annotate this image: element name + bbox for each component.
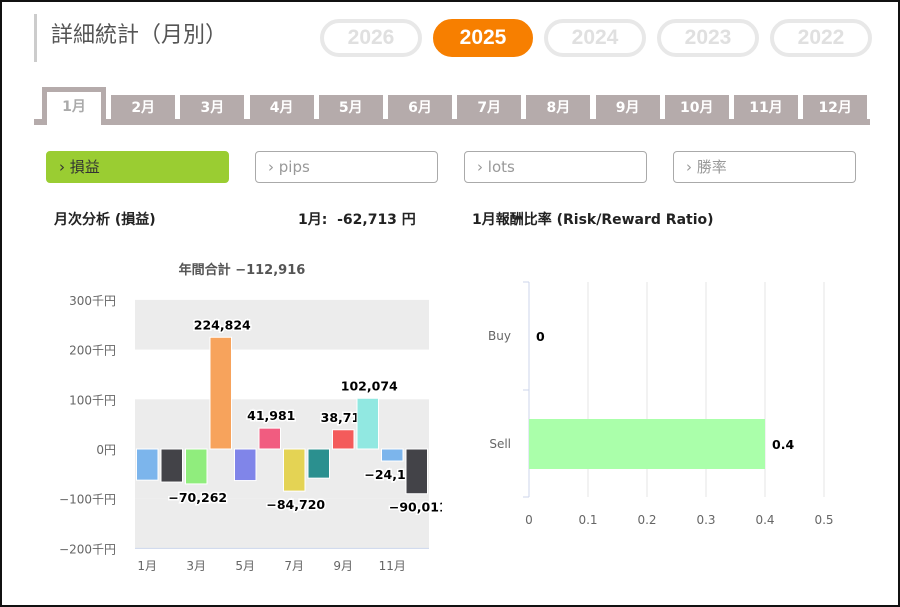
plot-band (135, 498, 429, 549)
year-2024-button[interactable]: 2024 (544, 19, 646, 57)
tab-month-6[interactable]: 6月 (388, 95, 452, 121)
metric-label: lots (487, 158, 515, 176)
x-tick-label: 0.4 (755, 513, 774, 527)
data-label: −70,262 (168, 490, 227, 505)
year-2022-button[interactable]: 2022 (770, 19, 872, 57)
tab-month-5[interactable]: 5月 (318, 95, 383, 121)
data-label: 102,074 (341, 378, 398, 393)
y-tick-label: 0円 (96, 443, 116, 457)
metric-label: 損益 (69, 158, 100, 176)
x-tick-label: 0.3 (696, 513, 715, 527)
bar-9月 (332, 429, 355, 450)
metric-pips-button[interactable]: › pips (255, 151, 438, 183)
y-tick-label: 300千円 (69, 294, 116, 308)
bar-7月 (283, 448, 306, 492)
bar-11月 (381, 448, 404, 462)
rr-ratio-title: 1月報酬比率 (Risk/Reward Ratio) (472, 212, 714, 228)
x-tick-label: 7月 (284, 559, 304, 573)
chevron-right-icon: › (59, 158, 70, 176)
chevron-right-icon: › (477, 158, 488, 176)
y-tick-label: −100千円 (59, 493, 116, 507)
x-tick-label: 3月 (186, 559, 206, 573)
tab-month-4[interactable]: 4月 (249, 95, 314, 121)
metric-lots-button[interactable]: › lots (464, 151, 647, 183)
x-tick-label: 0 (525, 513, 533, 527)
tab-month-10[interactable]: 10月 (664, 95, 729, 121)
metric-label: pips (278, 158, 310, 176)
monthly-profit-chart: 年間合計 −112,916 300千円 200千円 100千円 0円 −100千円 −200… (59, 262, 442, 573)
data-label: 41,981 (247, 408, 295, 423)
chevron-right-icon: › (686, 158, 697, 176)
metric-label: 勝率 (696, 158, 727, 176)
x-tick-label: 0.5 (814, 513, 833, 527)
data-label: 0.4 (772, 437, 794, 452)
tab-month-3[interactable]: 3月 (180, 95, 245, 121)
bar-4月 (209, 336, 232, 450)
year-2023-button[interactable]: 2023 (657, 19, 759, 57)
x-tick-label: 1月 (137, 559, 157, 573)
bar-12月 (405, 448, 428, 495)
bar-10月 (356, 397, 379, 450)
y-tick-label: 100千円 (69, 393, 116, 407)
bar-3月 (185, 448, 208, 485)
bar-2月 (160, 448, 183, 483)
tab-month-1[interactable]: 1月 (42, 87, 106, 125)
bar-6月 (258, 427, 281, 450)
x-tick-label: 5月 (235, 559, 255, 573)
x-tick-label: 0.1 (578, 513, 597, 527)
bar-sell (529, 419, 765, 469)
chart-title: 年間合計 −112,916 (179, 262, 306, 278)
plot-band (135, 299, 429, 350)
category-label: Sell (489, 437, 511, 451)
page-title: 詳細統計（月別） (34, 14, 227, 62)
tab-month-11[interactable]: 11月 (734, 95, 798, 121)
year-2026-button[interactable]: 2026 (320, 19, 422, 57)
x-tick-label: 0.2 (637, 513, 656, 527)
y-tick-label: 200千円 (69, 344, 116, 358)
metric-winrate-button[interactable]: › 勝率 (673, 151, 856, 183)
bar-5月 (234, 448, 257, 482)
month-value: 1月: -62,713 円 (298, 212, 416, 228)
x-tick-label: 9月 (333, 559, 353, 573)
data-label: −90,011 (389, 500, 442, 515)
x-tick-label: 11月 (379, 559, 406, 573)
bar-8月 (307, 448, 330, 479)
tab-month-8[interactable]: 8月 (526, 95, 591, 121)
data-label: −84,720 (266, 497, 325, 512)
monthly-analysis-title: 月次分析 (損益) (54, 212, 156, 228)
chevron-right-icon: › (268, 158, 279, 176)
tab-month-7[interactable]: 7月 (457, 95, 522, 121)
bar-1月 (136, 448, 159, 481)
tab-month-9[interactable]: 9月 (595, 95, 660, 121)
metric-profit-button[interactable]: › 損益 (46, 151, 229, 183)
tab-month-2[interactable]: 2月 (111, 95, 176, 121)
year-2025-button[interactable]: 2025 (433, 19, 533, 57)
month-tabs: 1月 2月 3月 4月 5月 6月 7月 8月 9月 10月 11月 12月 (34, 87, 870, 125)
data-label: 224,824 (194, 317, 251, 332)
data-label: 0 (536, 329, 545, 344)
y-tick-label: −200千円 (59, 542, 116, 556)
tab-month-12[interactable]: 12月 (803, 95, 868, 121)
year-selector: 2026 2025 2024 2023 2022 (320, 19, 872, 57)
category-label: Buy (488, 329, 511, 343)
plot-band (135, 399, 429, 499)
rr-ratio-chart: 0 0.1 0.2 0.3 0.4 0.5 Buy 0 Sell 0.4 (488, 281, 834, 527)
